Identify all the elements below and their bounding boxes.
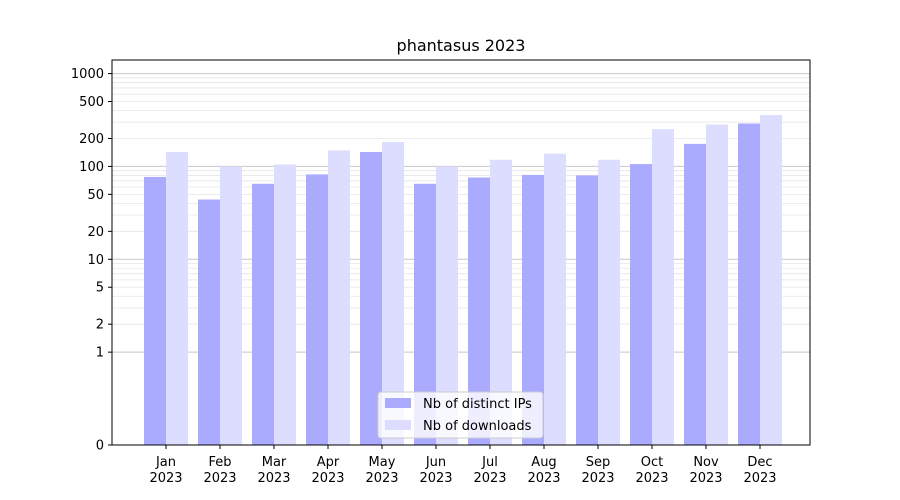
- bar-distinct-ips: [522, 174, 544, 445]
- y-tick-label: 1000: [71, 67, 104, 82]
- x-tick-label-year: 2023: [689, 471, 722, 486]
- x-tick-label-month: Jul: [481, 455, 498, 470]
- bar-downloads: [220, 166, 242, 446]
- bar-distinct-ips: [144, 176, 166, 446]
- legend-frame: [377, 391, 544, 439]
- bar-downloads: [382, 142, 404, 446]
- bar-downloads: [328, 150, 350, 445]
- x-axis: Jan2023Feb2023Mar2023Apr2023May2023Jun20…: [149, 445, 777, 486]
- y-tick-label: 50: [87, 188, 104, 203]
- x-tick-label-month: Dec: [747, 455, 772, 470]
- bar-distinct-ips: [360, 152, 382, 445]
- bar-distinct-ips: [738, 123, 760, 445]
- bar-downloads: [706, 124, 728, 445]
- x-tick-label-month: Apr: [317, 455, 340, 470]
- bar-downloads: [598, 159, 620, 445]
- legend: Nb of distinct IPs Nb of downloads: [377, 391, 544, 439]
- y-tick-label: 10: [87, 253, 104, 268]
- x-tick-label-year: 2023: [527, 471, 560, 486]
- x-tick-label-year: 2023: [149, 471, 182, 486]
- bar-distinct-ips: [576, 175, 598, 446]
- bar-distinct-ips: [684, 143, 706, 445]
- y-tick-label: 200: [79, 132, 104, 147]
- x-tick-label-month: Oct: [641, 455, 663, 470]
- bar-downloads: [436, 166, 458, 446]
- y-axis: 0 1 2 5 10 20 50 100 200 500 1000: [71, 67, 112, 454]
- bar-downloads: [274, 164, 296, 446]
- bar-downloads: [490, 159, 512, 445]
- x-tick-label-year: 2023: [419, 471, 452, 486]
- legend-swatch-distinct-ips: [385, 398, 411, 408]
- x-tick-label-year: 2023: [365, 471, 398, 486]
- x-tick-label-year: 2023: [257, 471, 290, 486]
- plot-frame: [111, 59, 811, 446]
- bar-distinct-ips: [414, 183, 436, 446]
- bar-distinct-ips: [468, 177, 490, 446]
- y-tick-label: 500: [79, 95, 104, 110]
- y-tick-label: 0: [96, 439, 104, 454]
- x-tick-label-month: Mar: [262, 455, 287, 470]
- x-tick-label-month: Nov: [693, 455, 719, 470]
- bar-downloads: [652, 129, 674, 446]
- x-tick-label-month: May: [369, 455, 396, 470]
- x-tick-label-year: 2023: [473, 471, 506, 486]
- y-tick-label: 5: [96, 281, 104, 296]
- x-tick-label-year: 2023: [203, 471, 236, 486]
- legend-swatch-downloads: [385, 420, 411, 430]
- bar-distinct-ips: [198, 199, 220, 445]
- y-tick-label: 20: [87, 225, 104, 240]
- x-tick-label-month: Jan: [155, 455, 176, 470]
- x-tick-label-year: 2023: [311, 471, 344, 486]
- x-tick-label-month: Sep: [586, 455, 611, 470]
- legend-label-downloads: Nb of downloads: [423, 419, 532, 434]
- x-tick-label-month: Aug: [531, 455, 556, 470]
- bar-downloads: [760, 115, 782, 445]
- x-tick-label-year: 2023: [635, 471, 668, 486]
- bars-layer: [144, 115, 782, 446]
- y-tick-label: 1: [96, 346, 104, 361]
- bar-downloads: [166, 152, 188, 445]
- x-tick-label-year: 2023: [581, 471, 614, 486]
- chart-title: phantasus 2023: [397, 36, 526, 55]
- bar-downloads: [544, 153, 566, 446]
- bar-distinct-ips: [252, 183, 274, 446]
- legend-label-distinct-ips: Nb of distinct IPs: [423, 397, 532, 412]
- bar-distinct-ips: [306, 174, 328, 446]
- x-tick-label-month: Feb: [208, 455, 231, 470]
- x-tick-label-month: Jun: [425, 455, 446, 470]
- y-tick-label: 2: [96, 318, 104, 333]
- x-tick-label-year: 2023: [743, 471, 776, 486]
- bar-distinct-ips: [630, 164, 652, 445]
- y-tick-label: 100: [79, 160, 104, 175]
